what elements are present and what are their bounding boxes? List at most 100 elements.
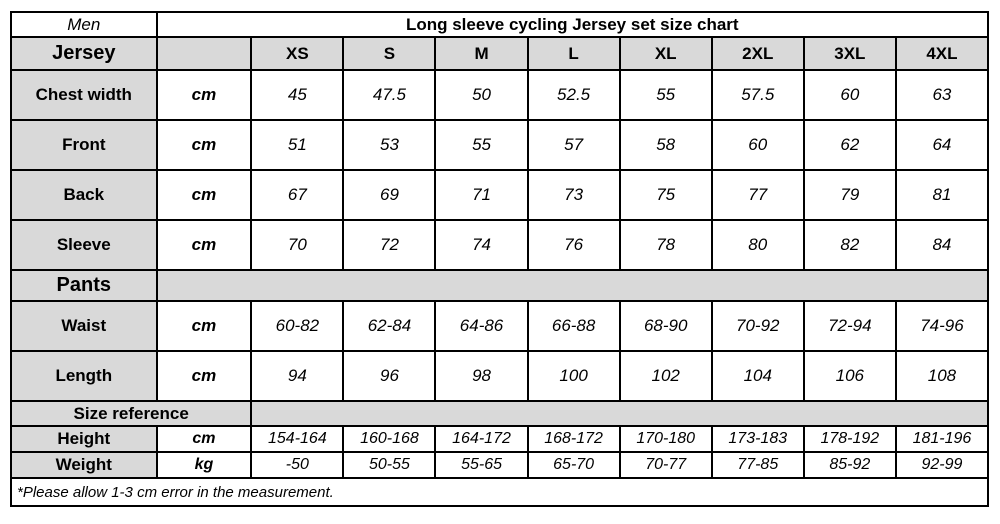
size-value-l: 100 (526, 350, 621, 402)
size-value-xl: 70-77 (618, 451, 713, 479)
measurement-row-chest-width: Chest width cm 45 47.5 50 52.5 55 57.5 60 63 (10, 69, 990, 121)
top-rows: Men Long sleeve cycling Jersey set size … (10, 11, 990, 38)
size-value-s: 47.5 (342, 69, 437, 121)
size-value-s: 72 (342, 219, 437, 271)
unit-cell: cm (155, 425, 253, 453)
size-value-3xl: 106 (802, 350, 897, 402)
size-value-xs: 60-82 (250, 300, 345, 352)
size-value-3xl: 85-92 (802, 451, 897, 479)
measurement-row-height: Height cm 154-164 160-168 164-172 168-172 170-… (10, 425, 990, 453)
size-value-m: 98 (434, 350, 529, 402)
size-column-header-xs: XS (250, 36, 345, 71)
size-value-4xl: 108 (894, 350, 990, 402)
size-column-header-l: L (526, 36, 621, 71)
size-value-xl: 58 (618, 119, 713, 171)
size-value-l: 73 (526, 169, 621, 221)
size-value-m: 55 (434, 119, 529, 171)
measurement-row-length: Length cm 94 96 98 100 102 104 106 108 (10, 350, 990, 402)
size-value-xl: 170-180 (618, 425, 713, 453)
size-value-2xl: 77 (710, 169, 805, 221)
size-value-xs: 51 (250, 119, 345, 171)
size-value-4xl: 74-96 (894, 300, 990, 352)
size-value-4xl: 92-99 (894, 451, 990, 479)
size-value-l: 66-88 (526, 300, 621, 352)
footnote-row: *Please allow 1-3 cm error in the measur… (10, 477, 989, 507)
size-value-3xl: 62 (802, 119, 897, 171)
size-value-xs: 67 (250, 169, 345, 221)
size-value-l: 168-172 (526, 425, 621, 453)
size-value-xl: 102 (618, 350, 713, 402)
size-value-m: 50 (434, 69, 529, 121)
size-value-xl: 75 (618, 169, 713, 221)
unit-cell: cm (155, 350, 253, 402)
row-label: Sleeve (10, 219, 158, 271)
size-column-header-s: S (342, 36, 437, 71)
size-value-3xl: 178-192 (802, 425, 897, 453)
section-header-row: Jersey XS S M L XL 2XL 3XL 4XL (10, 36, 990, 71)
row-label: Front (10, 119, 158, 171)
unit-cell: cm (155, 119, 253, 171)
size-value-2xl: 60 (710, 119, 805, 171)
footnote-text: *Please allow 1-3 cm error in the measur… (10, 477, 989, 507)
pants-header-spacer (155, 269, 990, 302)
size-column-header-3xl: 3XL (802, 36, 897, 71)
size-value-s: 96 (342, 350, 437, 402)
size-value-xs: -50 (250, 451, 345, 479)
size-value-2xl: 80 (710, 219, 805, 271)
size-value-2xl: 77-85 (710, 451, 805, 479)
size-column-header-m: M (434, 36, 529, 71)
row-label: Height (10, 425, 158, 453)
row-label: Waist (10, 300, 158, 352)
size-value-4xl: 64 (894, 119, 990, 171)
size-value-xs: 94 (250, 350, 345, 402)
size-value-4xl: 181-196 (894, 425, 990, 453)
size-value-4xl: 81 (894, 169, 990, 221)
size-chart-table: Men Long sleeve cycling Jersey set size … (9, 11, 990, 507)
section-header-row: Pants (10, 269, 990, 302)
chart-title: Long sleeve cycling Jersey set size char… (155, 11, 990, 38)
size-value-xl: 55 (618, 69, 713, 121)
size-value-m: 71 (434, 169, 529, 221)
unit-column-header (155, 36, 253, 71)
size-value-3xl: 82 (802, 219, 897, 271)
size-value-xs: 70 (250, 219, 345, 271)
size-value-xs: 45 (250, 69, 345, 121)
size-value-2xl: 173-183 (710, 425, 805, 453)
size-value-2xl: 57.5 (710, 69, 805, 121)
section-rows: Jersey XS S M L XL 2XL 3XL 4XL Chest width cm 45 47.… (9, 36, 990, 479)
size-value-s: 69 (342, 169, 437, 221)
unit-cell: cm (155, 219, 253, 271)
size-value-3xl: 79 (802, 169, 897, 221)
size-value-m: 164-172 (434, 425, 529, 453)
size-value-l: 57 (526, 119, 621, 171)
row-label: Back (10, 169, 158, 221)
measurement-row-sleeve: Sleeve cm 70 72 74 76 78 80 82 84 (10, 219, 990, 271)
size-value-m: 74 (434, 219, 529, 271)
unit-cell: kg (155, 451, 253, 479)
size-value-m: 64-86 (434, 300, 529, 352)
size-value-xs: 154-164 (250, 425, 345, 453)
measurement-row-weight: Weight kg -50 50-55 55-65 65-70 70-77 77-85 85-9… (10, 451, 990, 479)
measurement-row-front: Front cm 51 53 55 57 58 60 62 64 (10, 119, 990, 171)
size-column-header-2xl: 2XL (710, 36, 805, 71)
size-value-s: 62-84 (342, 300, 437, 352)
row-label: Weight (10, 451, 158, 479)
section-header-row: Size reference (9, 400, 989, 427)
size-value-2xl: 70-92 (710, 300, 805, 352)
size-value-s: 160-168 (342, 425, 437, 453)
section-title-size-reference: Size reference (9, 400, 253, 427)
size-column-header-xl: XL (618, 36, 713, 71)
measurement-row-back: Back cm 67 69 71 73 75 77 79 81 (10, 169, 990, 221)
title-row: Men Long sleeve cycling Jersey set size … (10, 11, 990, 38)
size-value-l: 65-70 (526, 451, 621, 479)
size-value-s: 53 (342, 119, 437, 171)
unit-cell: cm (155, 69, 253, 121)
size-value-m: 55-65 (434, 451, 529, 479)
unit-cell: cm (155, 300, 253, 352)
section-title-jersey: Jersey (10, 36, 158, 71)
measurement-row-waist: Waist cm 60-82 62-84 64-86 66-88 68-90 70-92 72-… (10, 300, 990, 352)
size-value-l: 76 (526, 219, 621, 271)
gender-label: Men (10, 11, 158, 38)
size-value-xl: 78 (618, 219, 713, 271)
